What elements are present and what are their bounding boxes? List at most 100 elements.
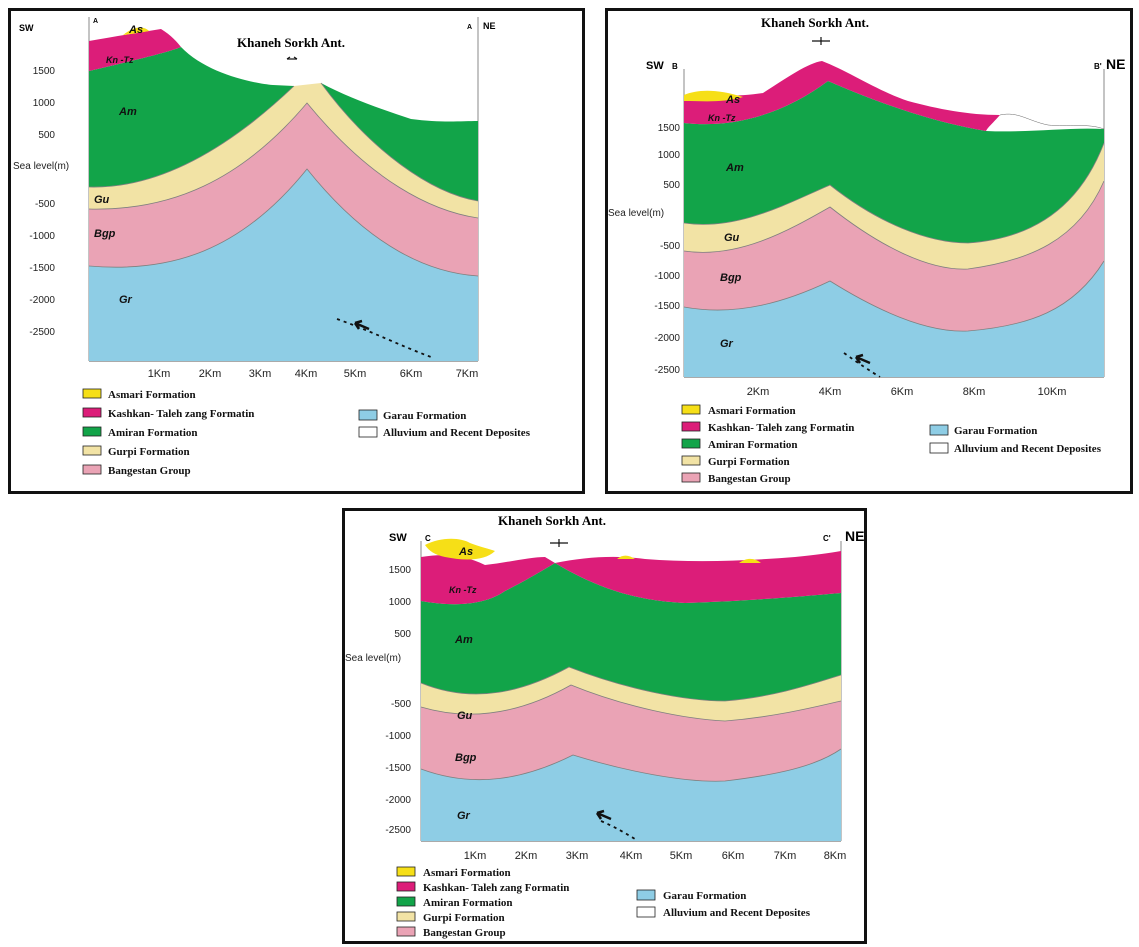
unit-label-gu: Gu <box>94 194 110 206</box>
y-tick-label: 1500 <box>658 123 681 134</box>
y-tick-label: -500 <box>35 199 55 210</box>
legend-label-kashkan: Kashkan- Taleh zang Formatin <box>108 408 254 420</box>
cross-section-b-panel: SW B B' NE Khaneh Sorkh Ant. Sea level(m… <box>605 8 1133 494</box>
y-tick-label: -1500 <box>29 263 55 274</box>
legend-label-kashkan: Kashkan- Taleh zang Formatin <box>708 422 854 434</box>
fault-line <box>600 820 636 840</box>
legend-swatch-garau <box>358 409 378 421</box>
y-tick-label: -2500 <box>29 327 55 338</box>
sw-label: SW <box>389 532 407 544</box>
section-start-label: A <box>93 18 98 25</box>
ne-label: NE <box>845 528 864 544</box>
y-tick-label: -2000 <box>385 795 411 806</box>
y-tick-label: -500 <box>391 699 411 710</box>
unit-label-gr: Gr <box>720 338 734 350</box>
y-tick-label: 1000 <box>389 597 412 608</box>
x-tick-label: 2Km <box>747 386 770 398</box>
legend-swatch-alluvium <box>929 442 949 454</box>
legend-swatch-amiran <box>396 896 416 907</box>
legend-label-asmari: Asmari Formation <box>423 867 511 879</box>
unit-label-gu: Gu <box>724 232 740 244</box>
legend-label-bangestan: Bangestan Group <box>423 927 506 939</box>
sw-label: SW <box>646 60 664 72</box>
anticline-axis-icon <box>550 539 568 547</box>
cross-section-a-diagram: SW A A NE Khaneh Sorkh Ant. Sea level(m)… <box>13 17 531 477</box>
y-tick-label: 1000 <box>658 150 681 161</box>
bangestan-layer <box>89 103 478 276</box>
fault-arrow-icon <box>353 319 370 331</box>
legend-label-alluvium: Alluvium and Recent Deposites <box>954 443 1102 455</box>
unit-label-gr: Gr <box>119 294 133 306</box>
sea-level-label: Sea level(m) <box>345 653 401 664</box>
formation-contacts <box>683 142 1105 332</box>
y-tick-label: 1000 <box>33 98 56 109</box>
legend-label-bangestan: Bangestan Group <box>708 473 791 485</box>
x-tick-label: 3Km <box>566 850 589 862</box>
unit-label-as: As <box>128 24 143 36</box>
x-tick-label: 6Km <box>722 850 745 862</box>
sw-label: SW <box>19 23 34 33</box>
legend-label-garau: Garau Formation <box>663 890 746 902</box>
legend-swatch-gurpi <box>681 455 701 466</box>
amiran-layer <box>421 563 841 701</box>
fault-line <box>843 352 881 378</box>
y-tick-label: -1000 <box>654 271 680 282</box>
section-end-label: C' <box>823 534 831 543</box>
legend-swatch-bangestan <box>681 472 701 483</box>
unit-label-as: As <box>458 546 473 558</box>
unit-label-kn: Kn -Tz <box>449 585 477 595</box>
legend-swatch-asmari <box>396 866 416 877</box>
legend-label-asmari: Asmari Formation <box>708 405 796 417</box>
anticline-axis-icon <box>286 56 298 60</box>
section-end-label: A <box>467 24 472 31</box>
unit-label-bgp: Bgp <box>455 752 477 764</box>
legend-swatch-gurpi <box>82 445 102 456</box>
legend-swatch-alluvium <box>358 426 378 438</box>
y-tick-label: 500 <box>394 629 411 640</box>
legend-swatch-kashkan <box>396 881 416 892</box>
asmari-outcrop-icon <box>617 555 635 559</box>
y-tick-label: 500 <box>663 180 680 191</box>
cross-section-b-diagram: SW B B' NE Khaneh Sorkh Ant. Sea level(m… <box>608 15 1125 485</box>
fault-line <box>336 318 432 358</box>
unit-label-bgp: Bgp <box>94 228 116 240</box>
x-tick-label: 7Km <box>774 850 797 862</box>
x-tick-label: 6Km <box>400 368 423 380</box>
legend-label-gurpi: Gurpi Formation <box>708 456 790 468</box>
x-tick-label: 3Km <box>249 368 272 380</box>
bangestan-layer <box>684 181 1104 332</box>
legend-label-amiran: Amiran Formation <box>423 897 513 909</box>
legend-label-alluvium: Alluvium and Recent Deposites <box>383 427 531 439</box>
x-tick-label: 1Km <box>148 368 171 380</box>
legend-label-gurpi: Gurpi Formation <box>423 912 505 924</box>
y-tick-label: -2500 <box>385 825 411 836</box>
x-tick-label: 10Km <box>1038 386 1067 398</box>
amiran-layer <box>684 81 1104 243</box>
asmari-layer <box>123 27 149 35</box>
asmari-layer <box>684 90 743 102</box>
x-tick-label: 8Km <box>824 850 847 862</box>
fault-arrow-icon <box>854 353 871 365</box>
kashkan-layer <box>684 61 1000 131</box>
kashkan-layer-ne <box>555 551 841 603</box>
y-tick-label: -2000 <box>654 333 680 344</box>
legend-label-amiran: Amiran Formation <box>108 427 198 439</box>
legend-label-gurpi: Gurpi Formation <box>108 446 190 458</box>
fault-arrow-icon <box>595 809 612 821</box>
cross-section-a-panel: SW A A NE Khaneh Sorkh Ant. Sea level(m)… <box>8 8 585 494</box>
unit-label-gr: Gr <box>457 810 471 822</box>
amiran-layer <box>89 47 294 188</box>
x-tick-label: 8Km <box>963 386 986 398</box>
x-tick-label: 2Km <box>515 850 538 862</box>
unit-label-kn: Kn -Tz <box>106 55 134 65</box>
kashkan-layer <box>421 555 555 605</box>
amiran-layer-ne <box>321 83 478 201</box>
x-tick-label: 5Km <box>670 850 693 862</box>
unit-label-am: Am <box>725 162 744 174</box>
legend-swatch-bangestan <box>396 926 416 937</box>
ne-label: NE <box>1106 56 1125 72</box>
y-tick-label: -2500 <box>654 365 680 376</box>
legend-swatch-amiran <box>82 426 102 437</box>
gurpi-layer <box>421 667 841 721</box>
gurpi-layer <box>89 83 478 218</box>
